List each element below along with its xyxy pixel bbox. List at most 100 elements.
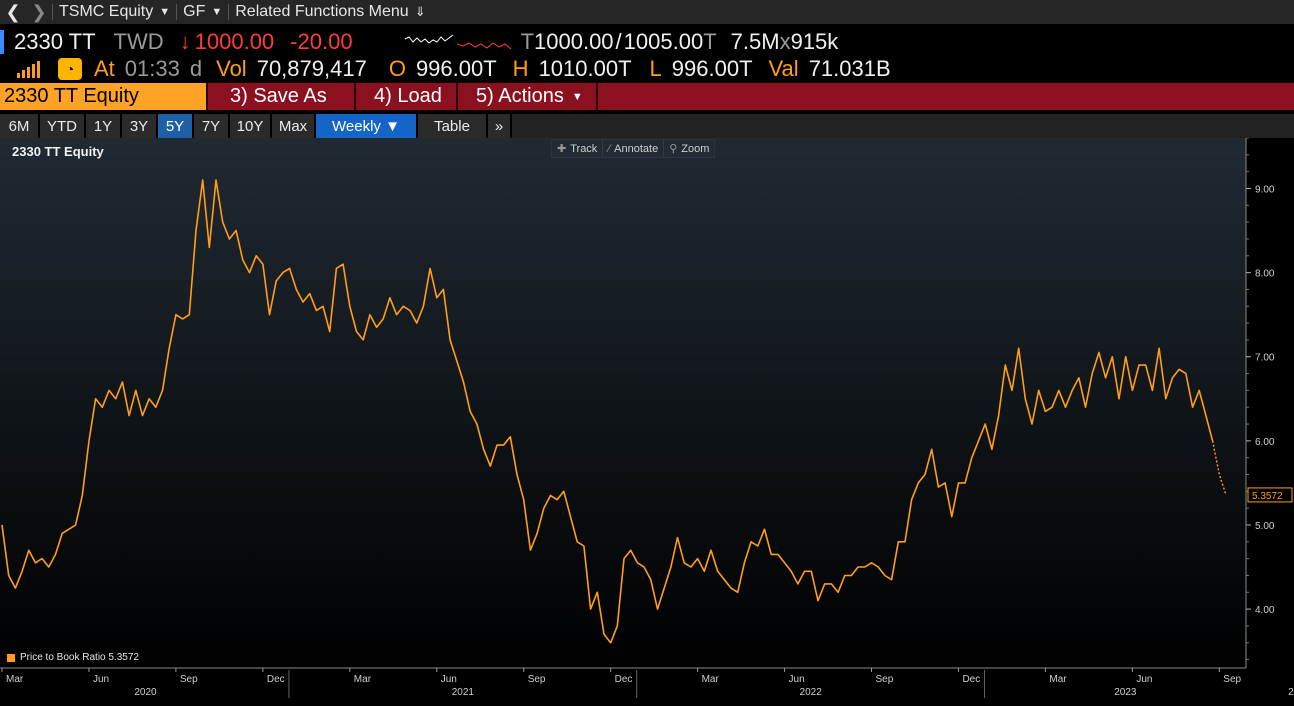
traded-value: 71.031B xyxy=(808,56,891,81)
volume-label: Vol xyxy=(216,56,247,81)
track-tool[interactable]: ✚ Track xyxy=(552,140,604,157)
chart-tool-strip: ✚ Track ∕ Annotate ⚲ Zoom xyxy=(551,139,716,158)
chevron-left-icon: ❮ xyxy=(5,1,21,22)
tab-label: Max xyxy=(278,117,308,135)
at-label: At xyxy=(94,56,115,81)
gauge-icon[interactable]: ◔ xyxy=(58,58,82,80)
function-menu[interactable]: GF ▼ xyxy=(177,0,228,24)
x-year-label: 2023 xyxy=(1114,687,1137,698)
last-price: 1000.00 xyxy=(194,29,275,54)
related-functions-label: Related Functions Menu xyxy=(235,3,409,20)
plot-background xyxy=(0,138,1246,668)
caret-down-icon: ▼ xyxy=(211,6,223,18)
open-price: 996.00T xyxy=(415,56,497,81)
price-to-book-chart[interactable]: 4.005.006.007.008.009.00 Mar Jun Sep Dec Mar… xyxy=(0,138,1294,706)
x-month-label: Mar xyxy=(6,674,24,685)
y-tick-label: 6.00 xyxy=(1255,437,1275,448)
save-as-label: 3) Save As xyxy=(230,85,327,107)
more-icon: » xyxy=(494,117,504,135)
y-tick-label: 9.00 xyxy=(1255,184,1275,195)
security-menu[interactable]: TSMC Equity ▼ xyxy=(53,0,176,24)
volume: 70,879,417 xyxy=(256,56,367,81)
legend-swatch xyxy=(7,653,15,662)
zoom-tool[interactable]: ⚲ Zoom xyxy=(664,140,714,157)
ask-price: 1005.00 xyxy=(623,29,704,54)
load-button[interactable]: 4) Load xyxy=(356,83,458,110)
annotate-tool[interactable]: ∕ Annotate xyxy=(603,140,665,157)
tab-label: 5Y xyxy=(165,117,185,135)
tab-ytd[interactable]: YTD xyxy=(40,114,84,138)
tab-label: YTD xyxy=(47,117,77,135)
tab-7y[interactable]: 7Y xyxy=(194,114,228,138)
back-button[interactable]: ❮ xyxy=(0,0,26,24)
last-value-box xyxy=(1247,487,1293,503)
range-tab-bar: 6M YTD 1Y 3Y 5Y 7Y 10Y Max Weekly ▼ Tabl… xyxy=(0,114,1294,138)
frequency-dropdown[interactable]: Weekly ▼ xyxy=(316,114,416,138)
x-month-label: Sep xyxy=(876,674,894,685)
y-tick-label: 8.00 xyxy=(1255,269,1275,280)
bid-ask-flag: T xyxy=(520,29,535,54)
frequency-label: Weekly ▼ xyxy=(332,117,400,135)
price-to-book-series-line xyxy=(1,179,1214,644)
actions-button[interactable]: 5) Actions ▼ xyxy=(458,83,598,110)
low-label: L xyxy=(649,56,662,81)
y-tick-label: 4.00 xyxy=(1255,605,1275,616)
tab-1y[interactable]: 1Y xyxy=(86,114,120,138)
nav-divider xyxy=(176,4,178,20)
high-label: H xyxy=(512,56,529,81)
x-year-label: 2024 xyxy=(1288,687,1294,698)
more-button[interactable]: » xyxy=(488,114,510,138)
ask-size: 915k xyxy=(790,29,839,54)
track-label: Track xyxy=(570,142,598,155)
low-price: 996.00T xyxy=(671,56,753,81)
tab-6m[interactable]: 6M xyxy=(0,114,38,138)
caret-down-icon: ▼ xyxy=(159,6,171,18)
table-button[interactable]: Table xyxy=(418,114,486,138)
save-as-button[interactable]: 3) Save As xyxy=(212,83,356,110)
magnifier-icon: ⚲ xyxy=(669,143,678,155)
crosshair-icon: ✚ xyxy=(557,143,567,155)
series-layer xyxy=(1,179,1227,644)
pencil-icon: ∕ xyxy=(608,142,611,155)
x-month-label: Jun xyxy=(789,674,805,685)
nav-divider xyxy=(52,4,53,20)
caret-down-icon: ▼ xyxy=(571,90,583,103)
related-functions-menu[interactable]: Related Functions Menu ⇓ xyxy=(229,0,431,24)
last-value-marker: 5.3572 xyxy=(1247,487,1293,503)
forward-button[interactable]: ❯ xyxy=(26,0,52,24)
down-arrow-icon: ↓ xyxy=(179,29,191,54)
x-month-label: Jun xyxy=(93,674,109,685)
tab-label: 10Y xyxy=(236,117,264,135)
tab-10y[interactable]: 10Y xyxy=(230,114,270,138)
tab-max[interactable]: Max xyxy=(272,114,314,138)
x-month-label: Jun xyxy=(441,674,457,685)
tab-label: 3Y xyxy=(129,117,149,135)
security-label: TSMC Equity xyxy=(59,3,154,20)
tab-label: 6M xyxy=(8,117,30,135)
x-year-label: 2022 xyxy=(800,687,823,698)
ticker-marker xyxy=(0,30,4,54)
ticker-field-text: 2330 TT Equity xyxy=(4,85,139,107)
net-change: -20.00 xyxy=(290,29,353,54)
chart-legend: Price to Book Ratio 5.3572 xyxy=(7,652,139,663)
ticker-field[interactable]: 2330 TT Equity xyxy=(0,83,208,110)
ticker: 2330 TT xyxy=(14,29,96,54)
tab-3y[interactable]: 3Y xyxy=(122,114,156,138)
tab-label: 1Y xyxy=(93,117,113,135)
chart-area: 4.00 5.00 6.00 7.00 8.00 9.00 Mar Jun Sep Dec Mar… xyxy=(0,138,1294,706)
x-year-label: 2021 xyxy=(452,687,475,698)
chevron-right-icon: ❯ xyxy=(31,1,47,22)
currency: TWD xyxy=(113,29,164,54)
x-month-label: Mar xyxy=(1049,674,1067,685)
legend-label: Price to Book Ratio 5.3572 xyxy=(20,652,139,663)
x-month-label: Sep xyxy=(528,674,546,685)
tab-5y[interactable]: 5Y xyxy=(158,114,192,138)
bid-price: 1000.00 xyxy=(534,29,614,54)
trade-time: 01:33 xyxy=(124,56,180,81)
value-label: Val xyxy=(768,56,799,81)
y-tick-label: 7.00 xyxy=(1255,353,1275,364)
x-month-label: Sep xyxy=(180,674,198,685)
tab-bar-fill xyxy=(512,114,1294,138)
x-axis: Mar Jun Sep Dec Mar Jun Sep Dec Mar Jun Sep Dec Mar J… xyxy=(0,667,1294,698)
x-month-label: Mar xyxy=(354,674,372,685)
